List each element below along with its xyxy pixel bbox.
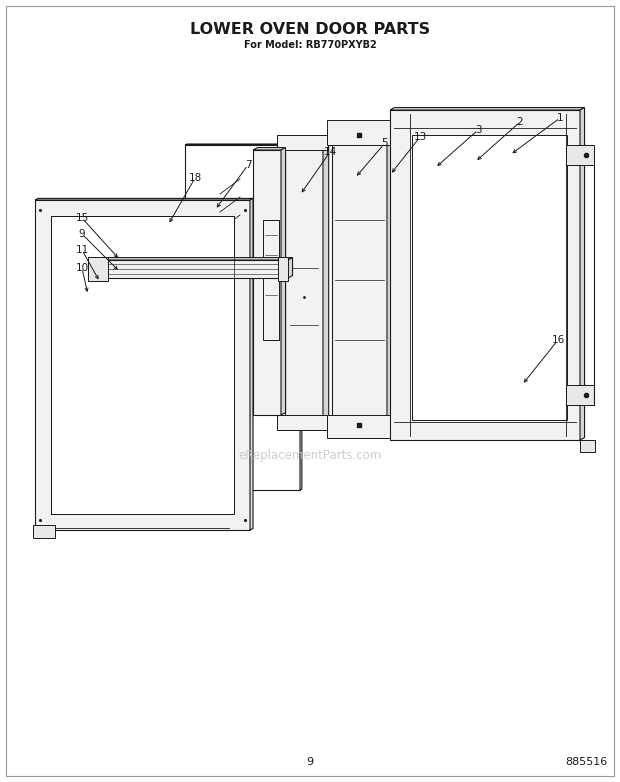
Polygon shape: [390, 108, 585, 110]
Text: eReplacementParts.com: eReplacementParts.com: [238, 449, 382, 461]
Polygon shape: [285, 140, 323, 425]
Polygon shape: [387, 127, 392, 430]
Text: For Model: RB770PXYB2: For Model: RB770PXYB2: [244, 40, 376, 50]
Polygon shape: [278, 257, 288, 281]
Polygon shape: [332, 130, 387, 430]
Polygon shape: [566, 385, 594, 405]
Polygon shape: [33, 525, 55, 538]
Polygon shape: [390, 110, 580, 440]
Text: 3: 3: [475, 125, 481, 135]
Polygon shape: [327, 120, 392, 145]
Polygon shape: [288, 257, 293, 278]
Polygon shape: [412, 135, 567, 420]
Polygon shape: [263, 220, 279, 340]
Text: 16: 16: [551, 335, 565, 345]
Text: 2: 2: [516, 117, 523, 127]
Text: 13: 13: [414, 132, 427, 142]
Polygon shape: [185, 145, 300, 490]
Text: 10: 10: [76, 263, 89, 273]
Text: 14: 14: [324, 147, 337, 157]
Polygon shape: [88, 257, 293, 260]
Text: 15: 15: [76, 213, 89, 223]
Polygon shape: [323, 137, 329, 425]
Text: 1: 1: [557, 113, 564, 123]
Polygon shape: [250, 199, 253, 530]
Text: 9: 9: [79, 229, 86, 239]
Polygon shape: [185, 144, 302, 145]
Polygon shape: [580, 108, 585, 440]
Polygon shape: [332, 127, 392, 130]
Polygon shape: [277, 415, 328, 430]
Polygon shape: [566, 145, 594, 165]
Polygon shape: [281, 148, 286, 415]
Polygon shape: [277, 135, 328, 150]
Text: 18: 18: [188, 173, 202, 183]
Polygon shape: [300, 144, 302, 490]
Text: LOWER OVEN DOOR PARTS: LOWER OVEN DOOR PARTS: [190, 22, 430, 37]
Text: 9: 9: [306, 757, 314, 767]
Polygon shape: [35, 199, 253, 200]
Polygon shape: [327, 415, 392, 438]
Polygon shape: [580, 439, 595, 451]
Polygon shape: [253, 150, 281, 415]
Polygon shape: [88, 260, 288, 278]
Text: 885516: 885516: [565, 757, 608, 767]
Text: 11: 11: [76, 245, 89, 255]
Polygon shape: [88, 257, 108, 281]
Polygon shape: [285, 137, 329, 140]
Polygon shape: [253, 148, 286, 150]
Text: 5: 5: [382, 138, 388, 148]
Polygon shape: [51, 216, 234, 514]
Polygon shape: [35, 200, 250, 530]
Text: 7: 7: [245, 160, 251, 170]
